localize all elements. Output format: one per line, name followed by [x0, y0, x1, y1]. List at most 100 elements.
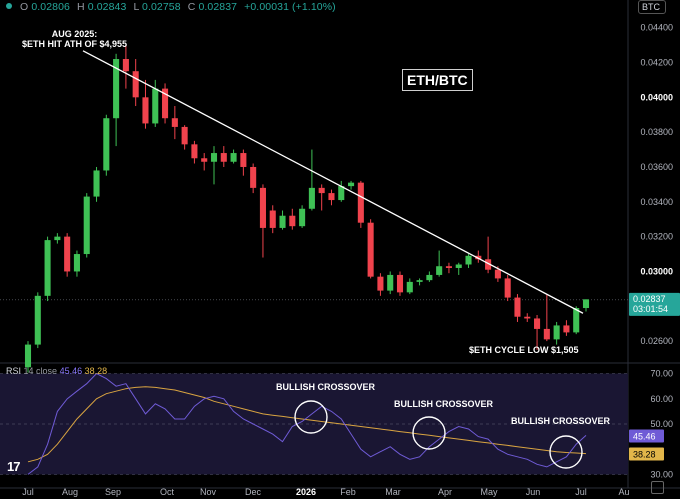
- rsi-ma-badge-text: 38.28: [633, 450, 656, 460]
- rsi-tick-label: 60.00: [650, 394, 673, 404]
- candle-body: [240, 153, 247, 167]
- candle-body: [34, 295, 41, 345]
- time-tick-label: 2026: [296, 487, 316, 497]
- candle-body: [445, 266, 452, 268]
- crossover-label-3: BULLISH CROSSOVER: [511, 416, 611, 426]
- high-label: H: [77, 1, 85, 13]
- rsi-header-value: 45.46: [59, 366, 83, 376]
- ath-annotation-line2: $ETH HIT ATH OF $4,955: [22, 39, 128, 49]
- tradingview-logo-icon[interactable]: 17: [7, 459, 21, 474]
- candle-body: [191, 144, 198, 159]
- candle-body: [377, 276, 384, 291]
- candle-body: [54, 236, 61, 241]
- rsi-header: RSI 14 close 45.46 38.28: [6, 366, 107, 376]
- close-value: 0.02837: [198, 1, 238, 13]
- candle-body: [299, 208, 306, 227]
- candle-body: [64, 236, 71, 272]
- candle-body: [514, 297, 521, 317]
- candle-body: [181, 126, 188, 145]
- trendline: [82, 50, 584, 314]
- price-tick-label: 0.02600: [640, 336, 673, 346]
- price-tick-label: 0.04400: [640, 23, 673, 33]
- candle-body: [220, 153, 227, 162]
- price-tick-label: 0.04000: [640, 92, 673, 102]
- open-value: 0.02806: [31, 1, 70, 13]
- candle-body: [553, 325, 560, 340]
- price-badge-value: 0.02837: [633, 294, 666, 304]
- candle-body: [416, 280, 423, 282]
- rsi-value-badge: [629, 429, 664, 443]
- candle-body: [113, 59, 120, 119]
- candle-body: [494, 269, 501, 279]
- crossover-label-2: BULLISH CROSSOVER: [394, 399, 494, 409]
- status-dot-icon: [6, 3, 12, 10]
- candle-body: [279, 215, 286, 228]
- rsi-line: [27, 372, 587, 475]
- time-tick-label: Jun: [526, 487, 541, 497]
- candle-body: [132, 71, 139, 98]
- rsi-params: 14 close: [23, 366, 58, 376]
- candle-body: [504, 278, 511, 298]
- candle-body: [24, 344, 32, 368]
- candle-body: [582, 299, 590, 309]
- time-tick-label: Feb: [340, 487, 356, 497]
- ath-annotation: AUG 2025: $ETH HIT ATH OF $4,955: [22, 29, 127, 49]
- change-value: +0.00031 (+1.10%): [244, 1, 336, 13]
- time-tick-label: Jul: [575, 487, 587, 497]
- candle-body: [367, 222, 374, 277]
- candle-body: [543, 328, 550, 340]
- crossover-circle: [294, 400, 328, 434]
- candle-body: [475, 255, 482, 260]
- ath-annotation-line1: AUG 2025:: [51, 29, 98, 39]
- candle-body: [348, 182, 355, 187]
- candle-body: [534, 318, 541, 329]
- candle-body: [465, 255, 472, 265]
- candle-body: [357, 182, 364, 223]
- candle-body: [162, 88, 169, 119]
- time-tick-label: Au: [618, 487, 629, 497]
- price-tick-label: 0.04200: [640, 57, 673, 67]
- candle-body: [73, 254, 80, 272]
- price-tick-label: 0.03000: [640, 266, 673, 276]
- gear-icon[interactable]: [651, 481, 664, 494]
- candle-body: [436, 266, 443, 275]
- candle-body: [44, 240, 51, 296]
- candle-body: [396, 274, 404, 293]
- rsi-value-badge-text: 45.46: [633, 431, 656, 441]
- candle-body: [152, 88, 159, 124]
- candle-body: [171, 118, 178, 127]
- candle-body: [524, 316, 531, 319]
- rsi-tick-label: 30.00: [650, 469, 673, 479]
- candle-body: [250, 166, 257, 188]
- price-tick-label: 0.03800: [640, 127, 673, 137]
- price-tick-label: 0.03600: [640, 162, 673, 172]
- candle-body: [142, 97, 149, 124]
- time-tick-label: May: [480, 487, 498, 497]
- time-tick-label: Sep: [105, 487, 121, 497]
- candle-body: [563, 325, 570, 333]
- rsi-label: RSI: [6, 366, 22, 376]
- candle-body: [406, 281, 413, 293]
- crossover-label-1: BULLISH CROSSOVER: [276, 382, 376, 392]
- candle-body: [210, 153, 218, 162]
- time-tick-label: Jul: [22, 487, 34, 497]
- candle-body: [328, 193, 335, 201]
- low-label: L: [133, 1, 139, 13]
- candle-body: [318, 187, 325, 194]
- candle-body: [426, 274, 433, 281]
- candle-body: [259, 187, 266, 228]
- open-label: O: [20, 1, 29, 13]
- time-tick-label: Aug: [62, 487, 78, 497]
- candle-body: [103, 118, 110, 171]
- crossover-circle: [549, 435, 583, 469]
- candle-body: [83, 196, 90, 255]
- symbol-selector[interactable]: BTC: [638, 0, 666, 14]
- cycle-low-annotation: $ETH CYCLE LOW $1,505: [469, 345, 579, 355]
- low-value: 0.02758: [142, 1, 181, 13]
- time-tick-label: Apr: [438, 487, 452, 497]
- chart-title-box: ETH/BTC: [402, 69, 473, 91]
- candle-body: [573, 308, 580, 333]
- price-badge-countdown: 03:01:54: [633, 304, 668, 314]
- time-tick-label: Oct: [160, 487, 175, 497]
